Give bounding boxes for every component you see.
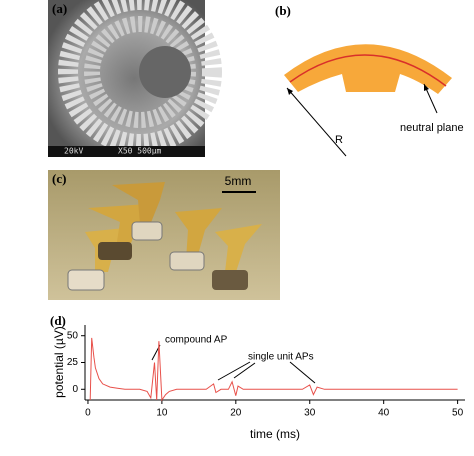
x-axis-title: time (ms) (250, 427, 300, 441)
panel-label: (a) (52, 1, 67, 16)
annotation-arrows (217, 361, 316, 384)
sem-scale: X50 500µm (118, 147, 162, 156)
annotation: single unit APs (248, 352, 314, 363)
annotation: compound AP (165, 335, 228, 346)
x-tick-label: 10 (156, 408, 168, 419)
panel-label: (c) (52, 171, 66, 186)
arrow-head (287, 88, 293, 95)
x-tick-label: 0 (85, 408, 91, 419)
scale-label: 5mm (225, 174, 252, 188)
radius-label: R (335, 134, 343, 146)
neutral-line (289, 54, 447, 87)
sem-image (48, 0, 222, 157)
y-tick-label: 0 (72, 384, 78, 395)
sem-voltage: 20kV (64, 147, 83, 156)
x-tick-label: 40 (378, 408, 390, 419)
y-axis-title: potential (µV) (52, 326, 66, 398)
neutral-label: neutral plane (400, 122, 464, 134)
radius-arrow (286, 87, 347, 157)
arrow-head (424, 84, 429, 91)
panel-label: (b) (275, 3, 291, 18)
photo (48, 170, 280, 300)
y-tick-label: 50 (67, 330, 79, 341)
y-tick-label: 25 (67, 357, 79, 368)
bent-beam (284, 44, 452, 94)
x-tick-label: 30 (304, 408, 316, 419)
x-tick-label: 20 (230, 408, 242, 419)
panel-label: (d) (50, 313, 66, 328)
x-tick-label: 50 (452, 408, 464, 419)
signal-trace (89, 337, 458, 402)
